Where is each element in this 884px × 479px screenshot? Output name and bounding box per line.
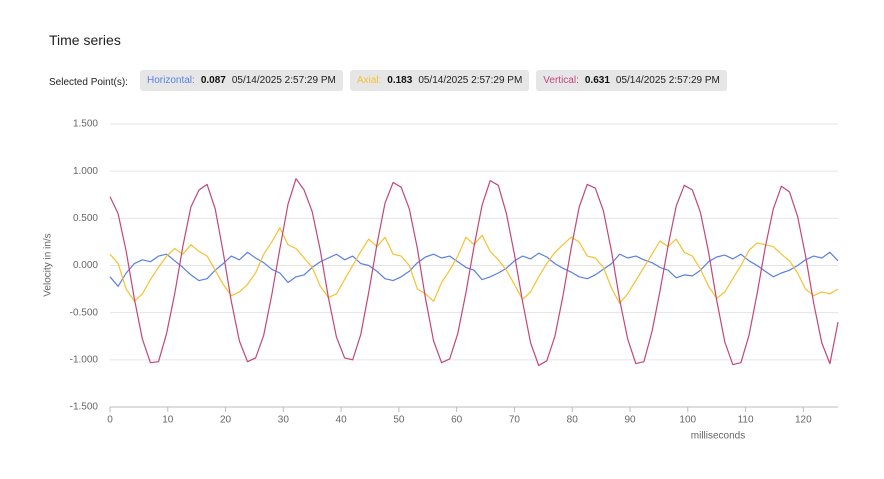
legend-chip: Vertical: 0.631 05/14/2025 2:57:29 PM	[536, 70, 727, 91]
x-tick-label: 30	[278, 415, 290, 426]
x-tick-label: 10	[162, 415, 174, 426]
y-tick-label: -1.500	[70, 402, 99, 413]
x-tick-label: 110	[738, 415, 754, 426]
legend-chip: Horizontal: 0.087 05/14/2025 2:57:29 PM	[140, 70, 343, 91]
x-tick-label: 20	[220, 415, 232, 426]
legend-time: 05/14/2025 2:57:29 PM	[615, 75, 720, 86]
y-axis-label: Velocity in in/s	[43, 233, 54, 296]
legend-name: Horizontal:	[147, 75, 195, 86]
x-tick-label: 70	[509, 415, 521, 426]
y-tick-label: 1.000	[73, 166, 98, 177]
x-tick-label: 0	[107, 415, 113, 426]
y-tick-label: 1.500	[73, 119, 98, 130]
x-tick-label: 60	[451, 415, 463, 426]
x-tick-label: 40	[336, 415, 348, 426]
y-tick-label: 0.500	[73, 213, 98, 224]
x-tick-label: 80	[567, 415, 579, 426]
legend-value: 0.087	[200, 75, 226, 86]
x-tick-label: 100	[679, 415, 696, 426]
x-axis-label: milliseconds	[691, 431, 745, 442]
y-tick-label: -0.500	[70, 307, 99, 318]
x-tick-label: 120	[795, 415, 812, 426]
legend-time: 05/14/2025 2:57:29 PM	[418, 75, 523, 86]
legend-name: Axial:	[356, 75, 382, 86]
x-tick-label: 90	[624, 415, 636, 426]
legend: Horizontal: 0.087 05/14/2025 2:57:29 PM Axi…	[140, 70, 727, 91]
legend-value: 0.183	[387, 75, 413, 86]
legend-name: Vertical:	[543, 75, 579, 86]
series-line	[109, 251, 839, 287]
y-tick-label: -1.000	[70, 354, 99, 365]
legend-time: 05/14/2025 2:57:29 PM	[231, 75, 336, 86]
x-tick-label: 50	[393, 415, 405, 426]
y-tick-label: 0.000	[73, 260, 98, 271]
selected-label: Selected Point(s):	[49, 77, 128, 88]
legend-chip: Axial: 0.183 05/14/2025 2:57:29 PM	[349, 70, 530, 91]
legend-value: 0.631	[584, 75, 610, 86]
chart-title: Time series	[49, 32, 121, 48]
series-line	[109, 178, 839, 367]
